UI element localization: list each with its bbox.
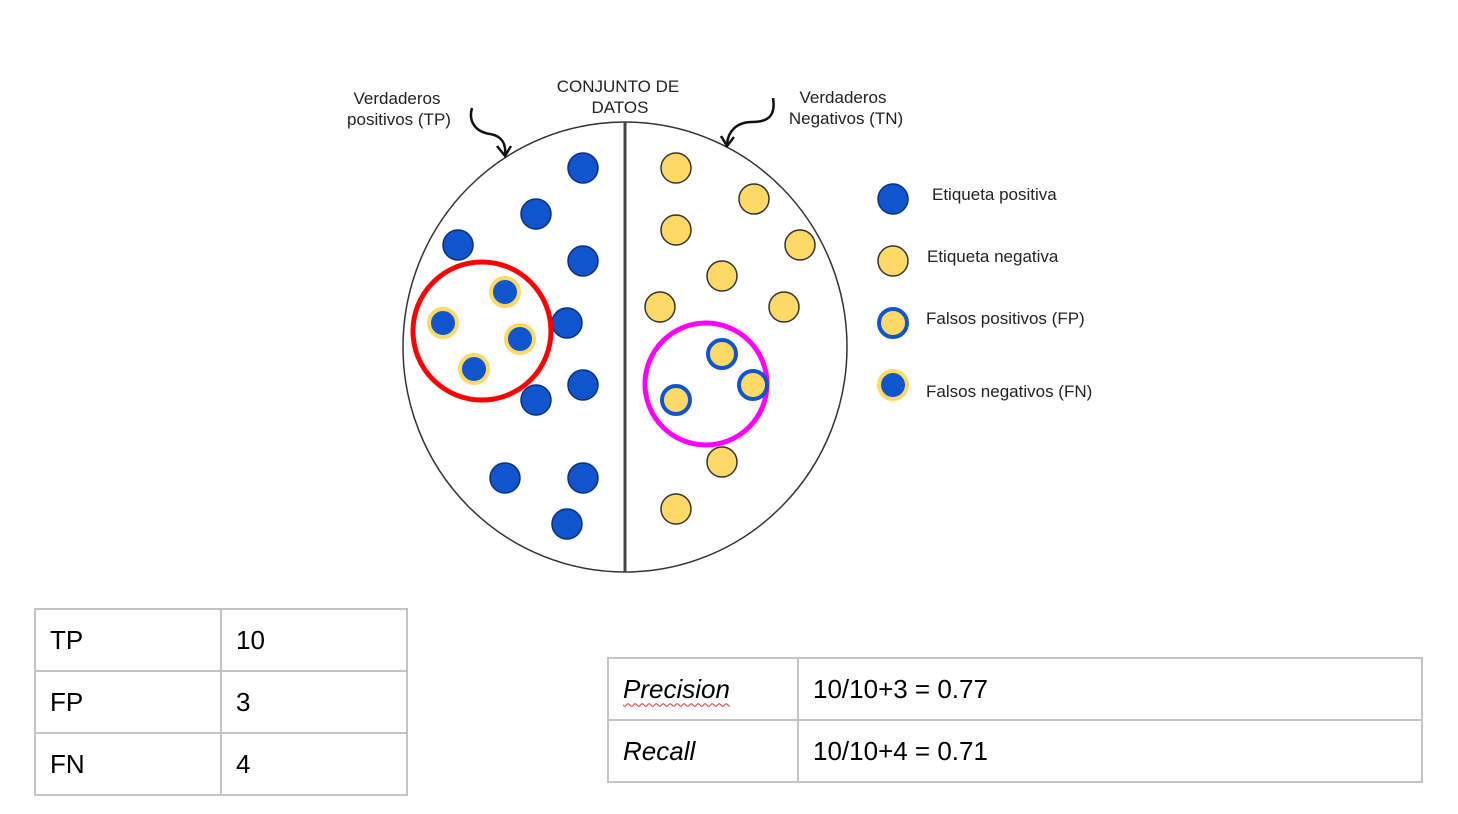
- table-row: FP 3: [34, 670, 408, 734]
- negative-dot: [660, 152, 692, 184]
- legend-label-positive: Etiqueta positiva: [932, 185, 1057, 204]
- positive-dot: [567, 152, 599, 184]
- true-negative-dots: [644, 152, 816, 525]
- tp-label-line1: Verdaderos: [354, 89, 441, 108]
- count-name: FP: [34, 670, 222, 734]
- table-row: FN 4: [34, 732, 408, 796]
- metrics-table: Precision 10/10+3 = 0.77 Recall 10/10+4 …: [607, 657, 1423, 783]
- count-name: FN: [34, 732, 222, 796]
- dataset-title-line1: CONJUNTO DE: [557, 77, 679, 96]
- tp-arrow-icon: [469, 107, 513, 159]
- positive-dot: [520, 384, 552, 416]
- positive-dot: [551, 307, 583, 339]
- negative-dot: [784, 229, 816, 261]
- false-positive-dot: [737, 369, 769, 401]
- positive-dot: [520, 198, 552, 230]
- tn-label-line2: Negativos (TN): [789, 109, 903, 128]
- tn-arrow-icon: [719, 97, 775, 149]
- false-negative-dot-icon: [877, 369, 909, 401]
- false-negative-dot: [458, 353, 490, 385]
- negative-dot: [768, 291, 800, 323]
- legend-label-false-negative: Falsos negativos (FN): [926, 382, 1092, 401]
- false-negative-dot: [504, 323, 536, 355]
- dataset-title-line2: DATOS: [592, 98, 649, 117]
- table-row: Recall 10/10+4 = 0.71: [607, 719, 1423, 783]
- positive-dot: [551, 508, 583, 540]
- table-row: TP 10: [34, 608, 408, 672]
- false-negative-dot: [489, 276, 521, 308]
- tn-label-line1: Verdaderos: [800, 88, 887, 107]
- legend: Etiqueta positiva Etiqueta negativa Fals…: [877, 183, 1092, 401]
- false-positive-dots: [660, 338, 769, 416]
- counts-table: TP 10 FP 3 FN 4: [34, 608, 408, 796]
- metric-formula: 10/10+3 = 0.77: [797, 657, 1423, 721]
- false-negative-group-ring: [410, 259, 554, 403]
- positive-dot: [567, 245, 599, 277]
- legend-label-negative: Etiqueta negativa: [927, 247, 1059, 266]
- negative-dot: [660, 493, 692, 525]
- metric-name: Recall: [607, 719, 799, 783]
- legend-label-false-positive: Falsos positivos (FP): [926, 309, 1085, 328]
- tp-label-line2: positivos (TP): [347, 110, 451, 129]
- false-negative-dot: [427, 307, 459, 339]
- negative-dot: [644, 291, 676, 323]
- count-value: 10: [220, 608, 408, 672]
- metric-name-cell: Precision: [607, 657, 799, 721]
- count-value: 3: [220, 670, 408, 734]
- true-positive-dots: [442, 152, 599, 540]
- count-name: TP: [34, 608, 222, 672]
- positive-dot: [567, 462, 599, 494]
- count-value: 4: [220, 732, 408, 796]
- negative-dot: [738, 183, 770, 215]
- metric-formula: 10/10+4 = 0.71: [797, 719, 1423, 783]
- negative-dot: [706, 446, 738, 478]
- table-row: Precision 10/10+3 = 0.77: [607, 657, 1423, 721]
- metric-name: Precision: [623, 673, 730, 704]
- negative-dot-icon: [877, 245, 909, 277]
- false-positive-dot-icon: [877, 307, 909, 339]
- positive-dot: [442, 229, 474, 261]
- positive-dot-icon: [877, 183, 909, 215]
- positive-dot: [489, 462, 521, 494]
- positive-dot: [567, 369, 599, 401]
- negative-dot: [660, 214, 692, 246]
- false-positive-dot: [706, 338, 738, 370]
- false-negative-dots: [427, 276, 536, 385]
- dataset-diagram: CONJUNTO DE DATOS Verdaderos positivos (…: [347, 77, 1092, 573]
- negative-dot: [706, 260, 738, 292]
- false-positive-dot: [660, 384, 692, 416]
